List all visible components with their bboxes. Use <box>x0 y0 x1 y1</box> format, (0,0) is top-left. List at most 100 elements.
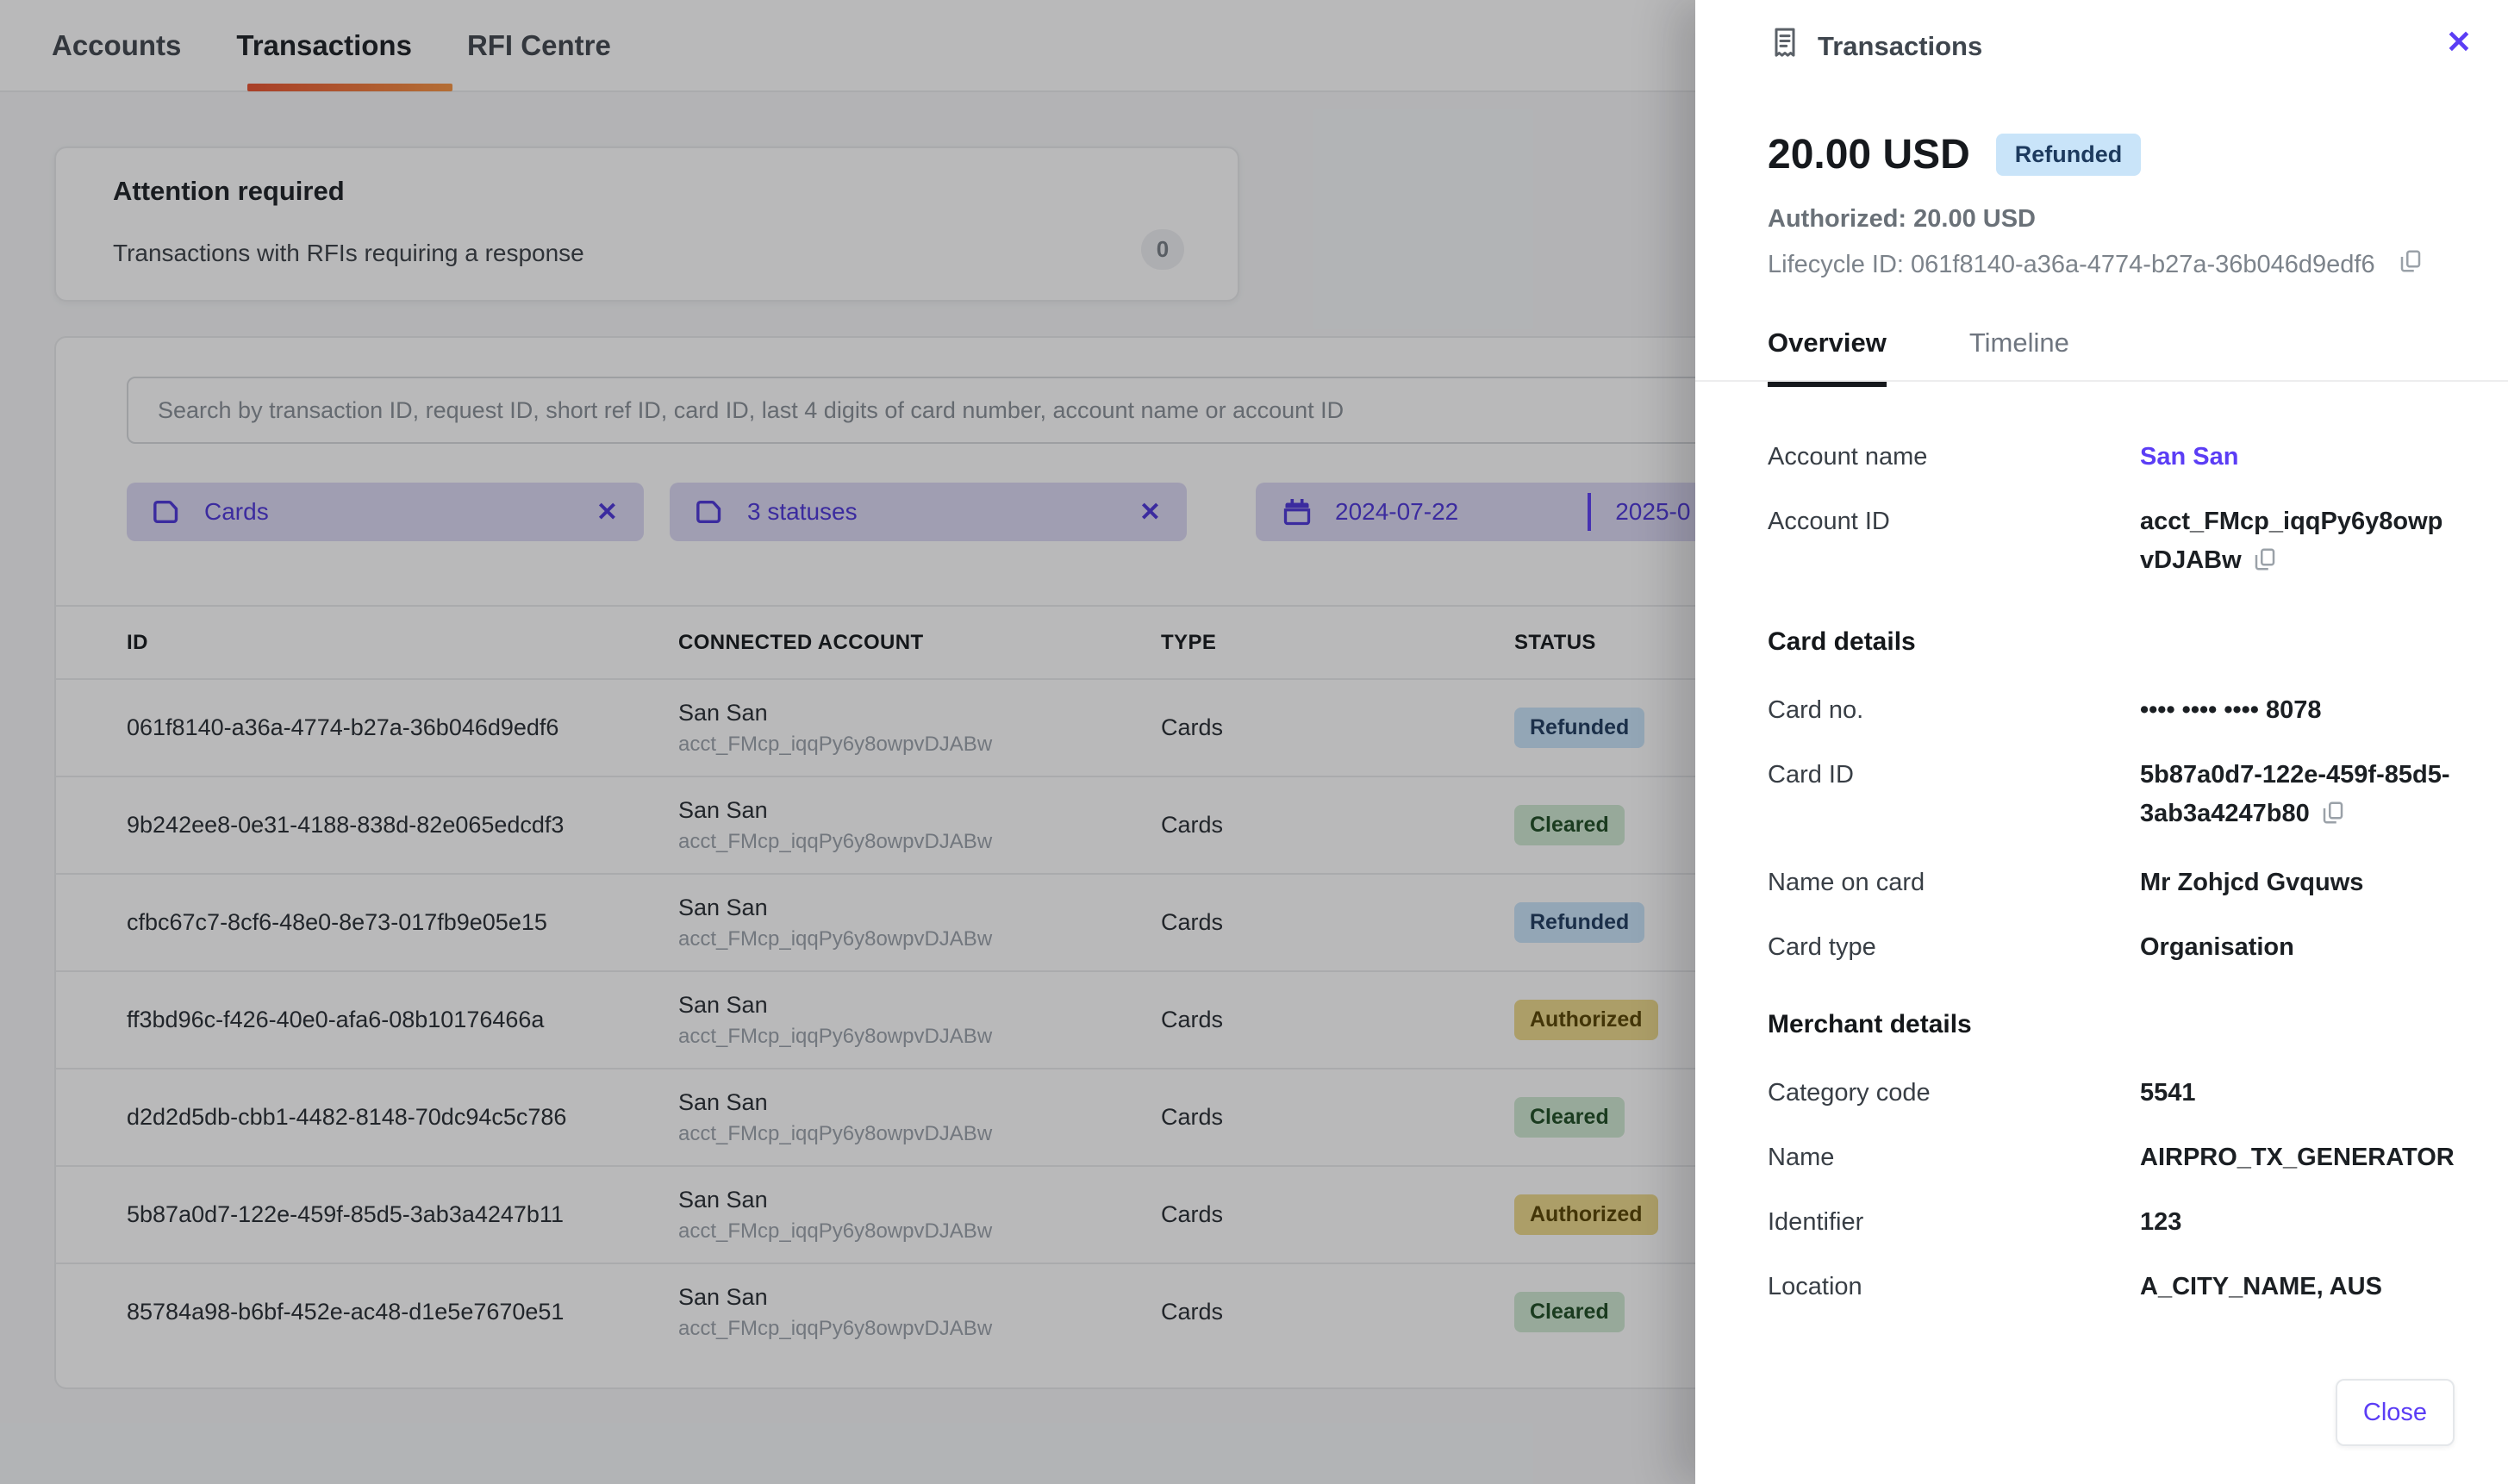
table-row[interactable]: ff3bd96c-f426-40e0-afa6-08b10176466a San… <box>56 970 2293 1068</box>
section-title-card-details: Card details <box>1768 627 1916 656</box>
account-id: acct_FMcp_iqqPy6y8owpvDJABw <box>678 1316 993 1340</box>
receipt-icon <box>1768 26 1802 65</box>
detail-value: acct_FMcp_iqqPy6y8owpvDJABw <box>2140 502 2455 584</box>
column-header-type: TYPE <box>1161 630 1217 654</box>
detail-row-name-on-card: Name on card Mr Zohjcd Gvquws <box>1768 864 2455 902</box>
remove-statuses-filter-icon[interactable]: ✕ <box>1139 497 1161 527</box>
remove-cards-filter-icon[interactable]: ✕ <box>596 497 618 527</box>
copy-lifecycle-id-icon[interactable] <box>2398 248 2424 281</box>
date-range-divider <box>1588 493 1592 531</box>
table-row[interactable]: 061f8140-a36a-4774-b27a-36b046d9edf6 San… <box>56 678 2293 776</box>
attention-title: Attention required <box>113 176 345 206</box>
cell-transaction-id: ff3bd96c-f426-40e0-afa6-08b10176466a <box>127 1007 545 1032</box>
cell-transaction-id: 85784a98-b6bf-452e-ac48-d1e5e7670e51 <box>127 1299 565 1325</box>
cell-status: Authorized <box>1514 1000 2293 1040</box>
cell-connected-account: San San acct_FMcp_iqqPy6y8owpvDJABw <box>678 700 1161 757</box>
date-from-value: 2024-07-22 <box>1335 498 1459 525</box>
detail-row-identifier: Identifier 123 <box>1768 1203 2455 1242</box>
copy-icon[interactable] <box>2320 799 2346 838</box>
detail-label: Identifier <box>1768 1208 1864 1236</box>
account-name: San San <box>678 991 768 1018</box>
account-id: acct_FMcp_iqqPy6y8owpvDJABw <box>678 1024 993 1048</box>
detail-row-name: Name AIRPRO_TX_GENERATOR <box>1768 1138 2455 1177</box>
detail-value: Organisation <box>2140 933 2294 961</box>
detail-value: 123 <box>2140 1208 2182 1236</box>
active-tab-underline <box>247 84 452 91</box>
account-name: San San <box>678 894 768 920</box>
cell-connected-account: San San acct_FMcp_iqqPy6y8owpvDJABw <box>678 895 1161 951</box>
status-badge: Authorized <box>1514 1000 1658 1040</box>
account-name: San San <box>678 796 768 823</box>
cell-status: Authorized <box>1514 1194 2293 1235</box>
nav-tab-accounts[interactable]: Accounts <box>52 28 182 61</box>
drawer-close-icon[interactable]: ✕ <box>2445 24 2472 59</box>
cell-connected-account: San San acct_FMcp_iqqPy6y8owpvDJABw <box>678 797 1161 854</box>
cell-status: Cleared <box>1514 1292 2293 1332</box>
account-name: San San <box>678 1088 768 1115</box>
table-row[interactable]: cfbc67c7-8cf6-48e0-8e73-017fb9e05e15 San… <box>56 873 2293 970</box>
cell-status: Cleared <box>1514 805 2293 845</box>
detail-value: Mr Zohjcd Gvquws <box>2140 869 2364 896</box>
filter-chip-statuses[interactable]: 3 statuses ✕ <box>670 483 1187 541</box>
transaction-detail-drawer: Transactions ✕ 20.00 USD Refunded Author… <box>1695 0 2508 1484</box>
tabs-divider <box>1695 380 2508 382</box>
cell-status: Cleared <box>1514 1097 2293 1138</box>
detail-label: Account ID <box>1768 508 1890 535</box>
status-badge: Refunded <box>1514 708 1645 748</box>
detail-label: Account name <box>1768 443 1928 471</box>
drawer-title: Transactions <box>1818 31 1983 61</box>
table-row[interactable]: d2d2d5db-cbb1-4482-8148-70dc94c5c786 San… <box>56 1068 2293 1165</box>
account-id: acct_FMcp_iqqPy6y8owpvDJABw <box>678 926 993 951</box>
detail-value: •••• •••• •••• 8078 <box>2140 696 2322 724</box>
detail-label: Name <box>1768 1144 1835 1171</box>
cell-status: Refunded <box>1514 708 2293 748</box>
cell-transaction-id: d2d2d5db-cbb1-4482-8148-70dc94c5c786 <box>127 1104 567 1130</box>
modal-scrim[interactable] <box>0 0 1695 1484</box>
cell-type: Cards <box>1161 1007 1224 1032</box>
date-to-value: 2025-0 <box>1615 498 1691 525</box>
status-badge: Authorized <box>1514 1194 1658 1235</box>
section-title-merchant-details: Merchant details <box>1768 1010 1972 1038</box>
table-row[interactable]: 5b87a0d7-122e-459f-85d5-3ab3a4247b11 San… <box>56 1165 2293 1263</box>
table-header-row: ID CONNECTED ACCOUNT TYPE STATUS <box>56 605 2293 678</box>
copy-icon[interactable] <box>2252 546 2278 584</box>
cell-transaction-id: 5b87a0d7-122e-459f-85d5-3ab3a4247b11 <box>127 1201 564 1227</box>
detail-value: 5541 <box>2140 1079 2196 1107</box>
close-button[interactable]: Close <box>2336 1379 2455 1446</box>
nav-tab-rfi-centre[interactable]: RFI Centre <box>466 28 611 61</box>
table-body: 061f8140-a36a-4774-b27a-36b046d9edf6 San… <box>56 678 2293 1360</box>
cell-connected-account: San San acct_FMcp_iqqPy6y8owpvDJABw <box>678 1187 1161 1244</box>
detail-label: Card type <box>1768 933 1876 961</box>
status-filter-icon <box>696 497 725 527</box>
attention-required-card: Attention required Transactions with RFI… <box>54 147 1239 302</box>
detail-label: Location <box>1768 1273 1862 1300</box>
detail-value[interactable]: San San <box>2140 443 2239 471</box>
nav-tab-transactions[interactable]: Transactions <box>236 28 412 61</box>
authorized-amount: Authorized: 20.00 USD <box>1768 205 2036 233</box>
account-id: acct_FMcp_iqqPy6y8owpvDJABw <box>678 732 993 756</box>
column-header-connected-account: CONNECTED ACCOUNT <box>678 630 924 654</box>
status-badge: Refunded <box>1514 902 1645 943</box>
column-header-id: ID <box>127 630 148 654</box>
attention-count-badge: 0 <box>1141 229 1184 270</box>
detail-label: Card ID <box>1768 761 1854 789</box>
cell-transaction-id: cfbc67c7-8cf6-48e0-8e73-017fb9e05e15 <box>127 909 547 935</box>
account-name: San San <box>678 699 768 726</box>
account-name: San San <box>678 1186 768 1213</box>
filter-chip-cards-label: Cards <box>204 498 269 525</box>
filter-chip-cards[interactable]: Cards ✕ <box>127 483 644 541</box>
detail-row-category-code: Category code 5541 <box>1768 1074 2455 1113</box>
drawer-tabs: Overview Timeline <box>1768 327 2069 387</box>
tab-timeline[interactable]: Timeline <box>1968 327 2069 358</box>
tab-overview[interactable]: Overview <box>1768 327 1887 387</box>
account-id: acct_FMcp_iqqPy6y8owpvDJABw <box>678 1219 993 1243</box>
detail-row-card-id: Card ID 5b87a0d7-122e-459f-85d5-3ab3a4247… <box>1768 756 2455 838</box>
card-filter-icon <box>153 497 182 527</box>
detail-label: Category code <box>1768 1079 1931 1107</box>
table-row[interactable]: 9b242ee8-0e31-4188-838d-82e065edcdf3 San… <box>56 776 2293 873</box>
table-row[interactable]: 85784a98-b6bf-452e-ac48-d1e5e7670e51 San… <box>56 1263 2293 1360</box>
cell-connected-account: San San acct_FMcp_iqqPy6y8owpvDJABw <box>678 1284 1161 1341</box>
detail-row-account-name: Account name San San <box>1768 438 2455 477</box>
nav-items: Accounts Transactions RFI Centre <box>52 0 611 90</box>
calendar-icon <box>1282 496 1313 527</box>
